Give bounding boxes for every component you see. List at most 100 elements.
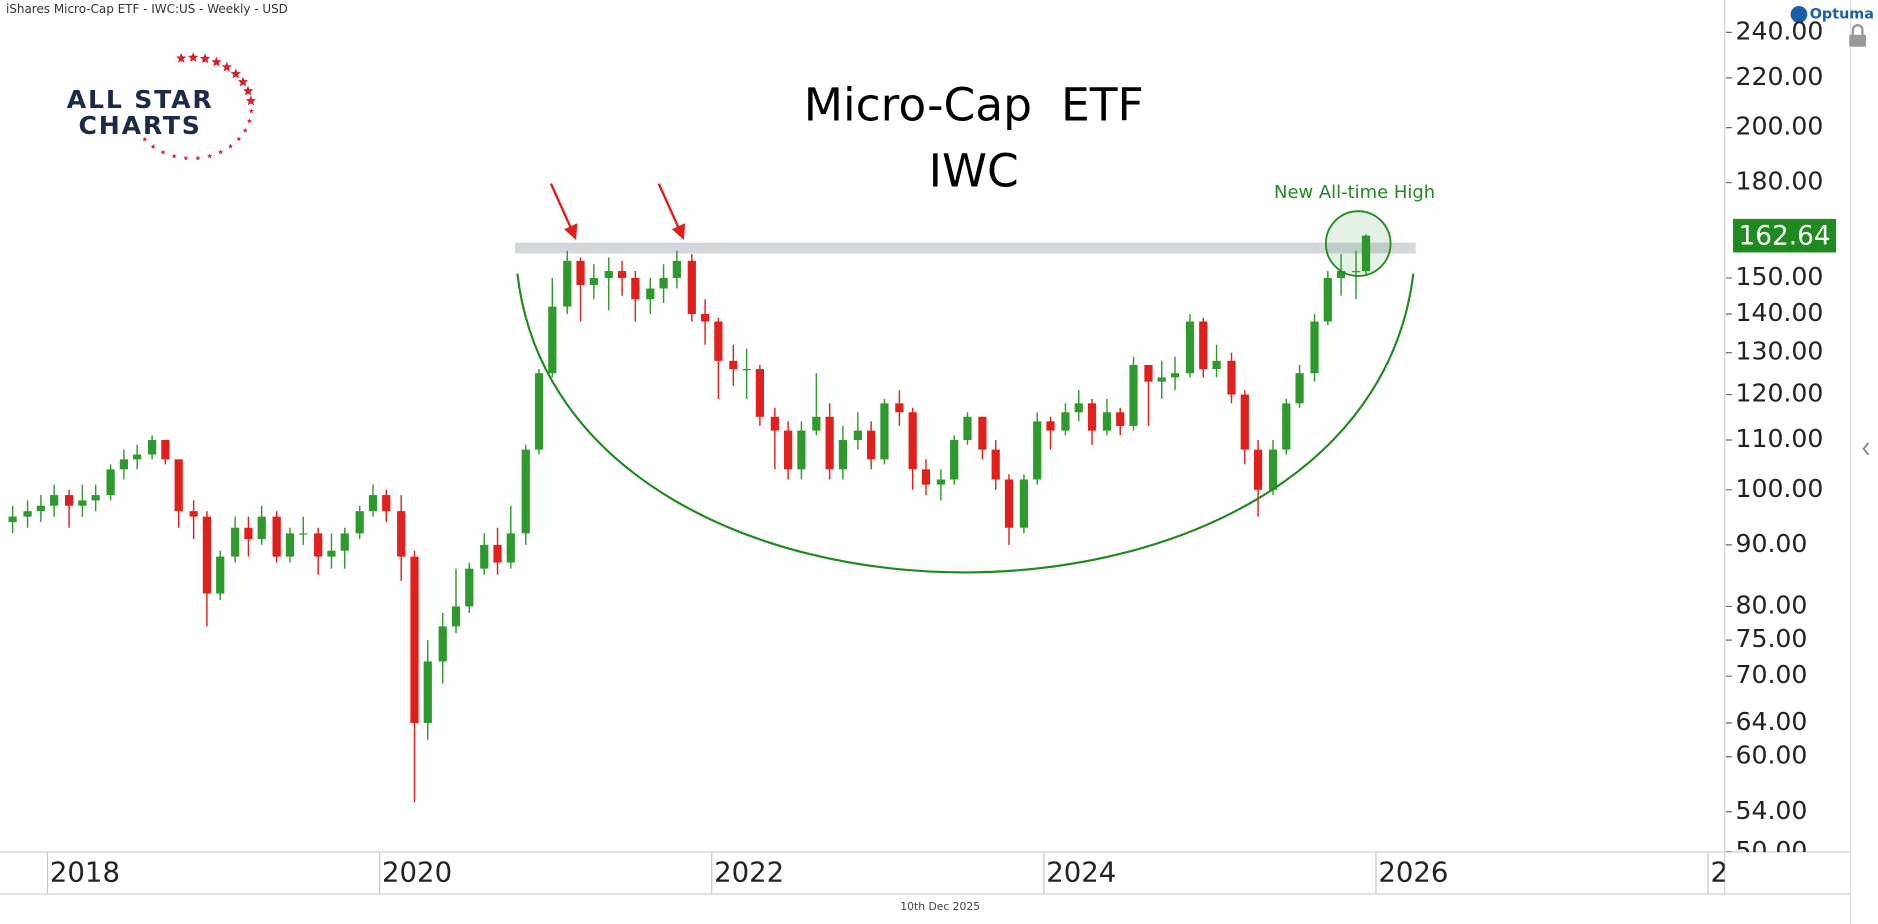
- logo: ALL STAR CHARTS: [67, 52, 257, 161]
- candle-body: [148, 440, 157, 455]
- lock-icon: [1849, 34, 1867, 47]
- candle-body: [1185, 321, 1195, 374]
- candle-body: [838, 440, 848, 470]
- arrow: [549, 183, 574, 233]
- candle-body: [646, 288, 655, 300]
- candle-body: [1087, 403, 1097, 431]
- candle-body: [231, 527, 240, 557]
- x-tick-label: 2028: [1710, 856, 1780, 889]
- highlight-circle: [1324, 210, 1392, 277]
- candle-body: [327, 550, 336, 557]
- candle-body: [770, 416, 779, 431]
- logo-star: [195, 155, 201, 161]
- candle-body: [493, 544, 502, 563]
- candle-body: [784, 430, 793, 470]
- candle-body: [91, 495, 100, 501]
- y-tick-label: 130.00: [1735, 337, 1823, 366]
- candle-body: [853, 430, 862, 441]
- y-tick-label: 200.00: [1735, 112, 1823, 141]
- logo-star: [176, 52, 187, 63]
- candle-body: [950, 440, 959, 480]
- candle-body: [36, 505, 45, 512]
- candle-body: [1212, 360, 1221, 370]
- last-price-label: 162.64: [1739, 221, 1831, 251]
- collapse-arrow: [1862, 442, 1870, 456]
- candle-body: [895, 403, 904, 413]
- candle-body: [480, 544, 489, 569]
- candle-body: [1227, 360, 1236, 395]
- candle-body: [1199, 321, 1208, 370]
- logo-star: [243, 85, 254, 96]
- candle-body: [1061, 412, 1070, 431]
- candle-body: [1144, 364, 1153, 382]
- candle-body: [202, 516, 212, 594]
- y-tick-label: 80.00: [1735, 590, 1807, 619]
- y-tick-label: 90.00: [1735, 529, 1807, 558]
- x-tick-label: 2026: [1378, 856, 1448, 889]
- candle-body: [314, 533, 323, 557]
- logo-star: [160, 149, 166, 155]
- candle-body: [1295, 373, 1304, 404]
- logo-star: [171, 153, 177, 159]
- y-axis: 50.00 54.00 60.00 64.00 70.00 75.00 80.00 90.00…: [1725, 16, 1823, 865]
- arrow: [657, 183, 682, 233]
- logo-star: [237, 76, 249, 87]
- chart-title: Micro-Cap ETF: [804, 78, 1144, 131]
- logo-star: [150, 144, 156, 149]
- logo-star: [228, 143, 234, 149]
- annotation: New All-time High: [1274, 182, 1435, 203]
- brand-text: Optuma: [1810, 6, 1874, 22]
- last-price-box: [1733, 218, 1837, 253]
- y-tick-label: 110.00: [1735, 424, 1823, 453]
- candle-body: [1129, 364, 1138, 426]
- candle-body: [1033, 421, 1042, 480]
- candle-body: [604, 271, 613, 278]
- y-tick-label: 100.00: [1735, 474, 1823, 503]
- y-tick-label: 54.00: [1735, 796, 1807, 825]
- header: iShares Micro-Cap ETF - IWC:US - Weekly …: [6, 2, 288, 16]
- candle-body: [631, 277, 640, 300]
- overlay: New All-time High 162.64: [516, 182, 1837, 574]
- candle-body: [423, 661, 432, 724]
- candle-body: [1004, 479, 1014, 528]
- candle-body: [119, 459, 128, 470]
- y-tick-label: 150.00: [1735, 262, 1823, 291]
- y-tick-label: 50.00: [1735, 836, 1807, 865]
- candle-body: [978, 416, 987, 450]
- candle-body: [438, 626, 447, 662]
- candle-body: [1361, 235, 1371, 272]
- candle-body: [1253, 449, 1263, 490]
- candle-body: [1323, 277, 1332, 322]
- candle-body: [189, 511, 198, 517]
- y-tick-label: 120.00: [1735, 379, 1823, 408]
- x-tick-label: 2020: [382, 856, 452, 889]
- candle-body: [908, 412, 917, 470]
- candle-body: [755, 369, 765, 417]
- candle-body: [797, 430, 806, 470]
- candle-body: [244, 527, 253, 540]
- logo-star: [245, 95, 257, 106]
- candle-body: [825, 416, 834, 470]
- candle-body: [936, 479, 946, 485]
- candle-body: [534, 373, 544, 450]
- arrow-head: [671, 223, 686, 240]
- candle-body: [465, 568, 474, 607]
- candle-body: [340, 533, 349, 551]
- candle-body: [382, 495, 391, 512]
- candle-body: [1240, 394, 1249, 450]
- resistance-band: [515, 242, 1416, 254]
- logo-star: [218, 149, 224, 155]
- candle-body: [50, 495, 59, 506]
- candle-body: [216, 556, 225, 594]
- brand: Optuma: [1790, 6, 1874, 456]
- candle-body: [880, 403, 889, 460]
- y-tick-label: 240.00: [1735, 16, 1823, 45]
- candle-body: [672, 260, 681, 278]
- candle-body: [1074, 403, 1083, 413]
- candle-body: [106, 469, 115, 496]
- y-tick-label: 64.00: [1735, 707, 1807, 736]
- x-tick-label: 2018: [50, 856, 120, 889]
- candle-body: [617, 271, 627, 278]
- candle-body: [1282, 403, 1291, 450]
- candle-body: [991, 449, 1000, 480]
